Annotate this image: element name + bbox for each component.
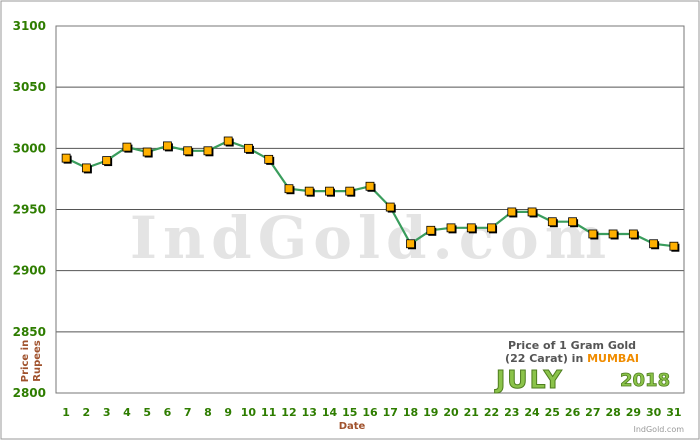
data-point — [264, 154, 274, 164]
y-tick-label: 2950 — [13, 203, 46, 217]
x-tick-label: 21 — [464, 406, 479, 419]
info-line-2: (22 Carat) in MUMBAI — [505, 352, 639, 365]
data-point — [608, 229, 618, 239]
x-tick-label: 2 — [83, 406, 91, 419]
data-point — [345, 186, 355, 196]
data-point — [527, 207, 537, 217]
x-tick-label: 12 — [281, 406, 296, 419]
x-tick-label: 15 — [342, 406, 357, 419]
data-point — [628, 229, 638, 239]
plot-area — [55, 25, 685, 394]
data-point — [649, 239, 659, 249]
x-tick-label: 18 — [403, 406, 418, 419]
data-point — [365, 181, 375, 191]
data-point — [81, 163, 91, 173]
data-point — [122, 142, 132, 152]
x-tick-label: 28 — [605, 406, 620, 419]
data-point — [669, 241, 679, 251]
x-tick-label: 7 — [184, 406, 192, 419]
x-tick-label: 17 — [383, 406, 398, 419]
data-point — [487, 223, 496, 233]
x-tick-label: 3 — [103, 406, 111, 419]
y-axis-label: Price inRupees — [20, 340, 43, 382]
y-tick-label: 3050 — [13, 80, 46, 94]
x-tick-label: 27 — [585, 406, 600, 419]
x-tick-label: 6 — [164, 406, 172, 419]
x-tick-label: 14 — [322, 406, 338, 419]
x-tick-label: 25 — [545, 406, 560, 419]
data-point — [61, 153, 71, 163]
data-point — [142, 147, 152, 157]
x-tick-label: 31 — [666, 406, 681, 419]
y-label-line-1: Price in — [20, 340, 31, 382]
info-line-1: Price of 1 Gram Gold — [508, 339, 636, 352]
data-point — [507, 207, 517, 217]
x-axis-ticks: 1 2 3 4 5 6 7 8 9 10 11 12 13 14 15 16 17 18 19 20 21 22 23 24 2… — [62, 406, 681, 419]
x-tick-label: 30 — [646, 406, 662, 419]
x-tick-label: 13 — [302, 406, 317, 419]
x-tick-label: 8 — [204, 406, 212, 419]
x-tick-label: 4 — [123, 406, 131, 419]
y-label-line-2: Rupees — [32, 340, 43, 382]
data-point — [183, 146, 193, 156]
y-axis-ticks: 2800 2850 2900 2950 3000 3050 3100 — [13, 19, 46, 400]
info-carat: (22 Carat) in — [505, 352, 587, 365]
x-tick-label: 29 — [626, 406, 641, 419]
x-axis-label: Date — [339, 421, 366, 432]
x-tick-label: 19 — [423, 406, 438, 419]
data-point — [284, 184, 294, 194]
data-point — [588, 229, 598, 239]
data-point — [223, 136, 233, 146]
data-point — [426, 225, 436, 235]
grid-lines — [56, 86, 684, 333]
x-tick-label: 20 — [443, 406, 459, 419]
data-point — [547, 217, 557, 227]
data-point — [163, 141, 172, 151]
data-point — [406, 239, 415, 249]
info-city: MUMBAI — [587, 352, 639, 365]
x-tick-label: 9 — [224, 406, 232, 419]
data-point — [568, 217, 577, 227]
data-point — [446, 223, 456, 233]
y-tick-label: 3100 — [13, 19, 46, 33]
price-markers — [61, 136, 680, 252]
x-tick-label: 26 — [565, 406, 581, 419]
x-tick-label: 24 — [524, 406, 540, 419]
x-tick-label: 5 — [143, 406, 151, 419]
data-point — [385, 202, 395, 212]
data-point — [203, 146, 213, 156]
info-year: 2018 — [620, 370, 670, 391]
info-month: JULY — [494, 365, 564, 394]
data-point — [304, 186, 314, 196]
watermark-text: IndGold.com — [130, 204, 612, 272]
x-tick-label: 10 — [241, 406, 257, 419]
x-tick-label: 22 — [484, 406, 499, 419]
data-point — [102, 156, 112, 165]
data-point — [244, 143, 253, 153]
x-tick-label: 11 — [261, 406, 276, 419]
y-tick-label: 2800 — [13, 386, 46, 400]
data-point — [325, 186, 334, 196]
y-tick-label: 3000 — [13, 141, 46, 155]
y-tick-label: 2900 — [13, 264, 46, 278]
y-tick-label: 2850 — [13, 325, 46, 339]
data-point — [466, 223, 476, 233]
site-credit: IndGold.com — [633, 425, 684, 434]
x-tick-label: 16 — [362, 406, 378, 419]
info-box: Price of 1 Gram Gold (22 Carat) in MUMBA… — [494, 339, 671, 395]
x-tick-label: 23 — [504, 406, 519, 419]
x-tick-label: 1 — [62, 406, 70, 419]
